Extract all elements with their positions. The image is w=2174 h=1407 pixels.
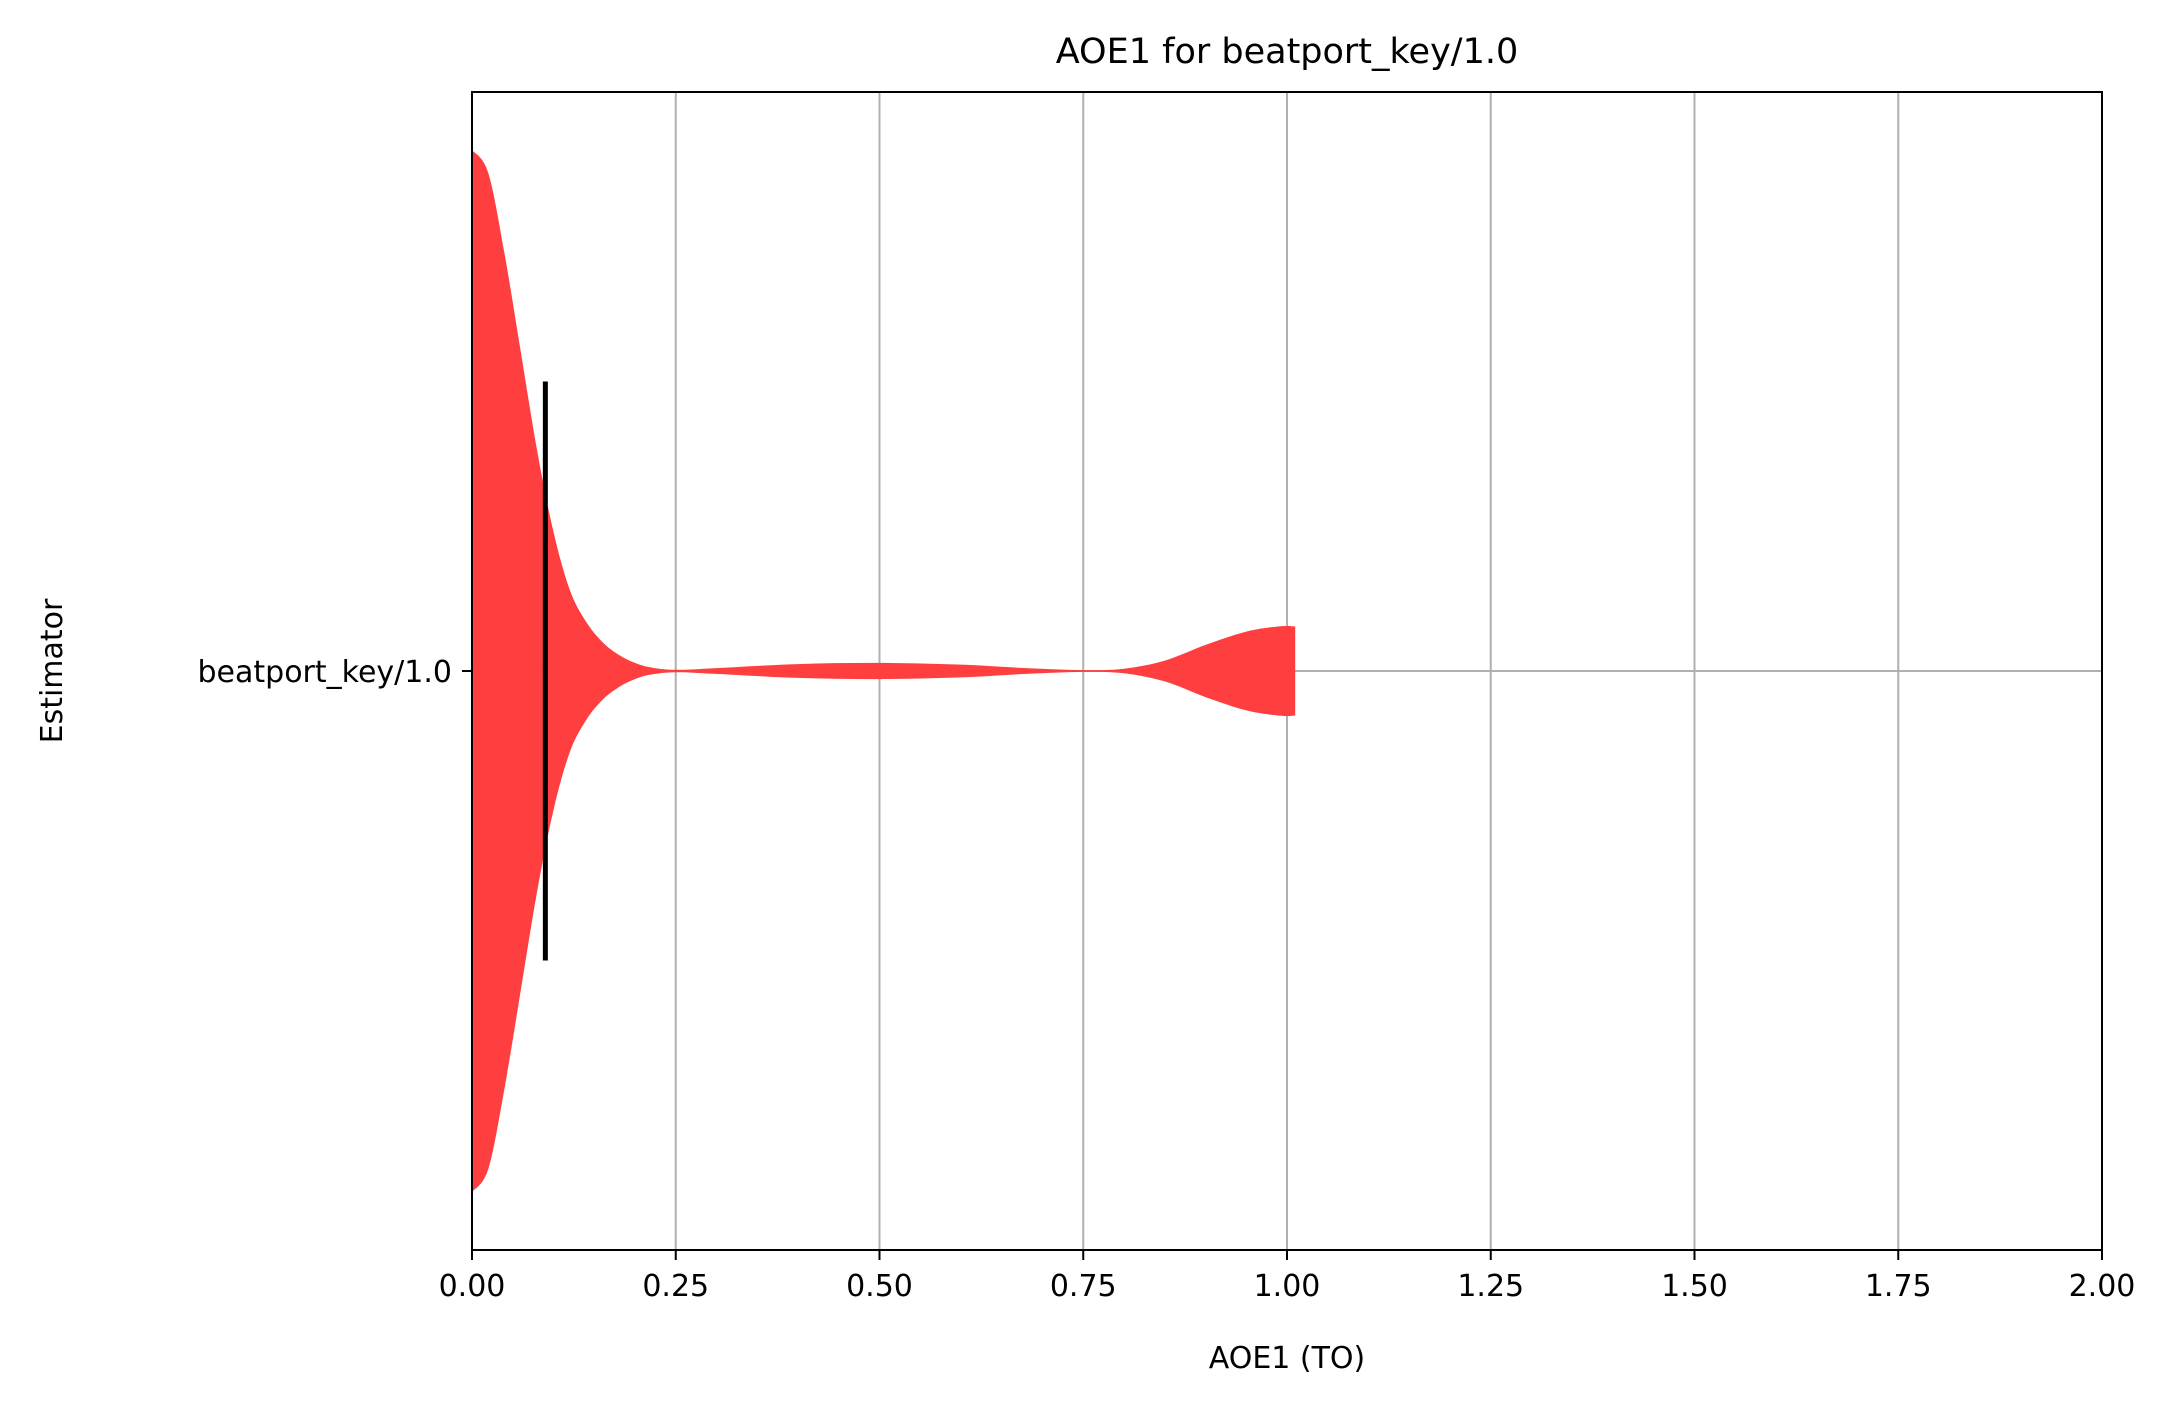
- x-tick-label: 0.75: [1050, 1269, 1117, 1304]
- x-tick-label: 0.25: [642, 1269, 709, 1304]
- x-tick-label: 1.25: [1457, 1269, 1524, 1304]
- x-tick-label: 1.50: [1661, 1269, 1728, 1304]
- x-tick-label: 1.75: [1865, 1269, 1932, 1304]
- x-tick-label: 0.50: [846, 1269, 913, 1304]
- violins: [472, 149, 1296, 1193]
- y-tick-label: beatport_key/1.0: [198, 655, 452, 690]
- x-ticks: 0.00 0.25 0.50 0.75 1.00 1.25 1.50 1.75 2.00: [439, 1250, 2136, 1304]
- chart-title: AOE1 for beatport_key/1.0: [1056, 32, 1519, 72]
- x-tick-label: 2.00: [2069, 1269, 2136, 1304]
- violin-body: [472, 149, 1296, 1193]
- x-tick-label: 1.00: [1254, 1269, 1321, 1304]
- y-axis-label: Estimator: [35, 598, 70, 743]
- x-axis-label: AOE1 (TO): [1209, 1341, 1366, 1376]
- x-tick-label: 0.00: [439, 1269, 506, 1304]
- y-ticks: beatport_key/1.0: [198, 655, 472, 690]
